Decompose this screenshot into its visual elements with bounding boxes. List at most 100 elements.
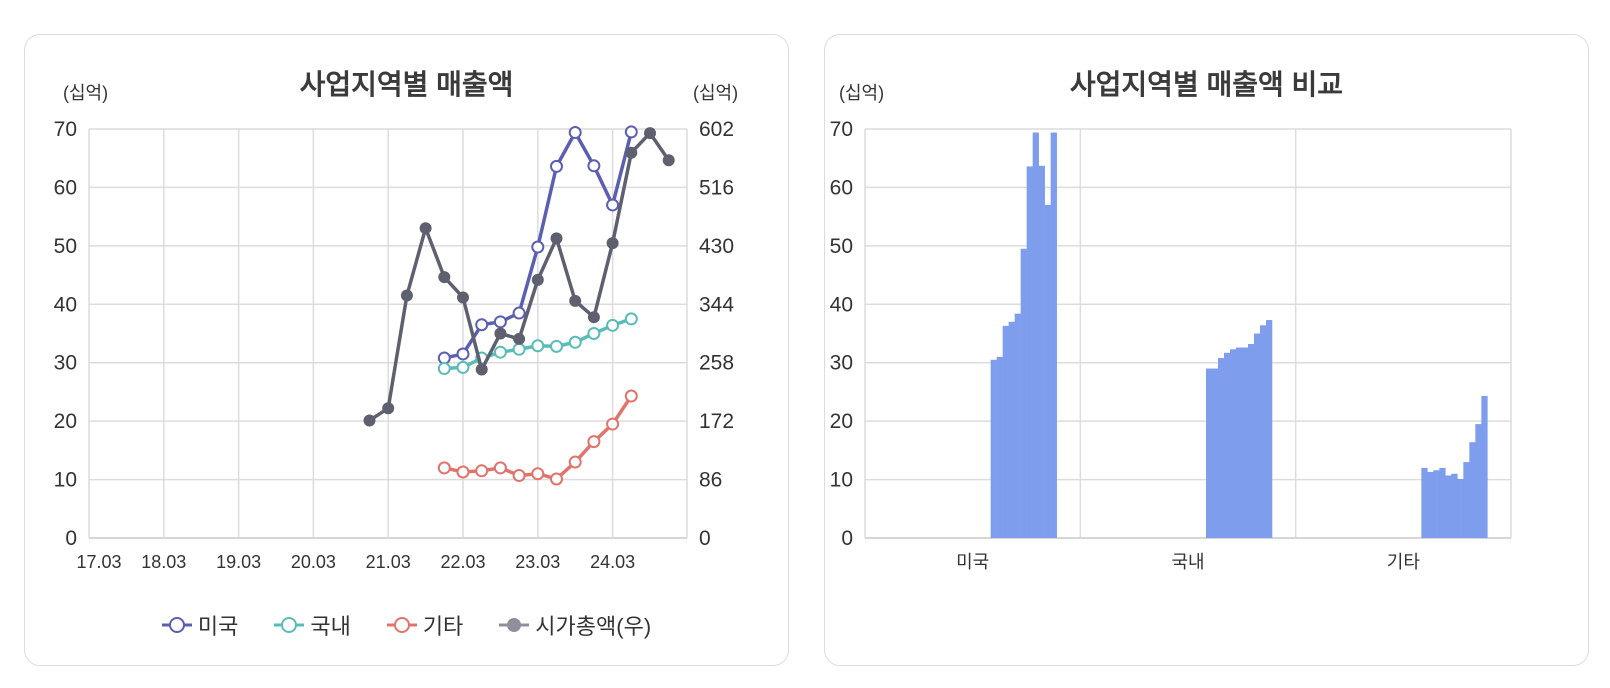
y-tick-left: 20 (54, 410, 77, 433)
x-tick-label: 24.03 (590, 552, 635, 572)
data-point (456, 465, 470, 479)
bar (1421, 467, 1428, 538)
bar (1230, 349, 1237, 538)
data-point (512, 306, 526, 320)
data-point (568, 455, 582, 469)
data-point (568, 126, 582, 140)
bar (1026, 166, 1033, 538)
y-tick-left: 0 (65, 527, 77, 550)
y-tick-left: 10 (54, 469, 77, 492)
legend-label: 국내 (310, 614, 351, 639)
y-tick-label: 60 (830, 176, 853, 199)
data-point (437, 362, 451, 376)
data-point (606, 318, 620, 332)
x-category-label: 국내 (1171, 552, 1204, 572)
bar (996, 356, 1003, 538)
data-point (437, 351, 451, 365)
data-point (587, 435, 601, 449)
bar (1433, 470, 1440, 538)
x-tick-label: 21.03 (366, 552, 411, 572)
data-point (475, 363, 488, 376)
bar-group (990, 132, 1057, 538)
y-tick-label: 50 (830, 235, 853, 258)
y-tick-right: 172 (699, 410, 734, 433)
legend-marker-icon (161, 617, 192, 633)
data-point (606, 417, 620, 431)
data-point (587, 159, 601, 173)
data-point (624, 312, 638, 326)
y-tick-right: 516 (699, 176, 734, 199)
data-point (363, 414, 376, 427)
data-point (475, 318, 489, 332)
bar (1427, 471, 1434, 538)
left-chart-legend: 미국 국내 기타 시가총액(우) (25, 609, 788, 641)
data-point (644, 127, 656, 140)
data-point (568, 335, 582, 349)
y-tick-left: 70 (54, 118, 77, 141)
bar (1475, 424, 1482, 538)
data-point (382, 402, 395, 415)
data-point (494, 327, 507, 340)
data-point (624, 389, 638, 403)
bar (1050, 132, 1057, 538)
legend-item[interactable]: 기타 (386, 609, 463, 641)
bar (1481, 396, 1488, 538)
left-chart-card: 사업지역별 매출액 0 10 20 30 40 50 60 70 0 86 172 258 344 430… (24, 34, 789, 666)
y-tick-left: 50 (54, 235, 77, 258)
x-tick-label: 18.03 (141, 552, 186, 572)
data-point (624, 125, 638, 139)
data-point (456, 360, 470, 374)
data-point (437, 461, 451, 475)
y-tick-right: 602 (699, 118, 734, 141)
bar (1457, 478, 1464, 538)
data-point (419, 222, 432, 235)
legend-label: 시가총액(우) (535, 614, 652, 639)
data-point (493, 461, 507, 475)
legend-item[interactable]: 미국 (161, 609, 238, 641)
x-category-label: 기타 (1387, 552, 1421, 572)
data-point (587, 311, 600, 324)
right-chart-card: 사업지역별 매출액 비교 0 10 20 30 40 50 60 70 (십억) 미국 국내 기타 (824, 34, 1589, 666)
y-axis-left-unit: (십억) (63, 83, 108, 103)
x-tick-label: 19.03 (216, 552, 261, 572)
bar (1469, 442, 1476, 538)
data-point (662, 154, 675, 167)
bar (1212, 368, 1219, 538)
y-axis-right-unit: (십억) (693, 83, 738, 103)
series-1 (437, 125, 638, 365)
bar (1242, 347, 1249, 538)
left-chart-title: 사업지역별 매출액 (299, 69, 514, 100)
bar (1439, 467, 1446, 538)
right-chart-plot: 0 10 20 30 40 50 60 70 (십억) 미국 국내 기타 (830, 83, 1512, 572)
data-point (606, 198, 620, 212)
legend-item[interactable]: 국내 (274, 609, 351, 641)
data-point (587, 327, 601, 340)
legend-marker-icon (274, 617, 305, 633)
data-point (531, 273, 544, 286)
bar (1002, 325, 1009, 538)
bar (990, 359, 997, 538)
data-point (475, 464, 489, 478)
data-point (513, 332, 526, 345)
data-point (550, 159, 563, 173)
y-tick-right: 430 (699, 235, 734, 258)
data-point (512, 468, 526, 482)
data-point (438, 271, 451, 284)
bar (1206, 368, 1213, 538)
bar-group (1421, 396, 1488, 538)
bar (1451, 473, 1458, 538)
bar (1038, 165, 1045, 538)
bar (1044, 204, 1051, 538)
bar (1266, 320, 1273, 538)
bar (1445, 475, 1452, 538)
series-2 (437, 312, 638, 376)
y-tick-right: 86 (699, 469, 722, 492)
series-4 (363, 127, 675, 427)
y-tick-label: 70 (830, 118, 853, 141)
bar-group (1206, 320, 1273, 538)
legend-item[interactable]: 시가총액(우) (499, 609, 651, 641)
x-category-label: 미국 (956, 552, 989, 572)
data-point (512, 342, 526, 356)
bar (1008, 321, 1015, 538)
bar (1248, 344, 1255, 538)
